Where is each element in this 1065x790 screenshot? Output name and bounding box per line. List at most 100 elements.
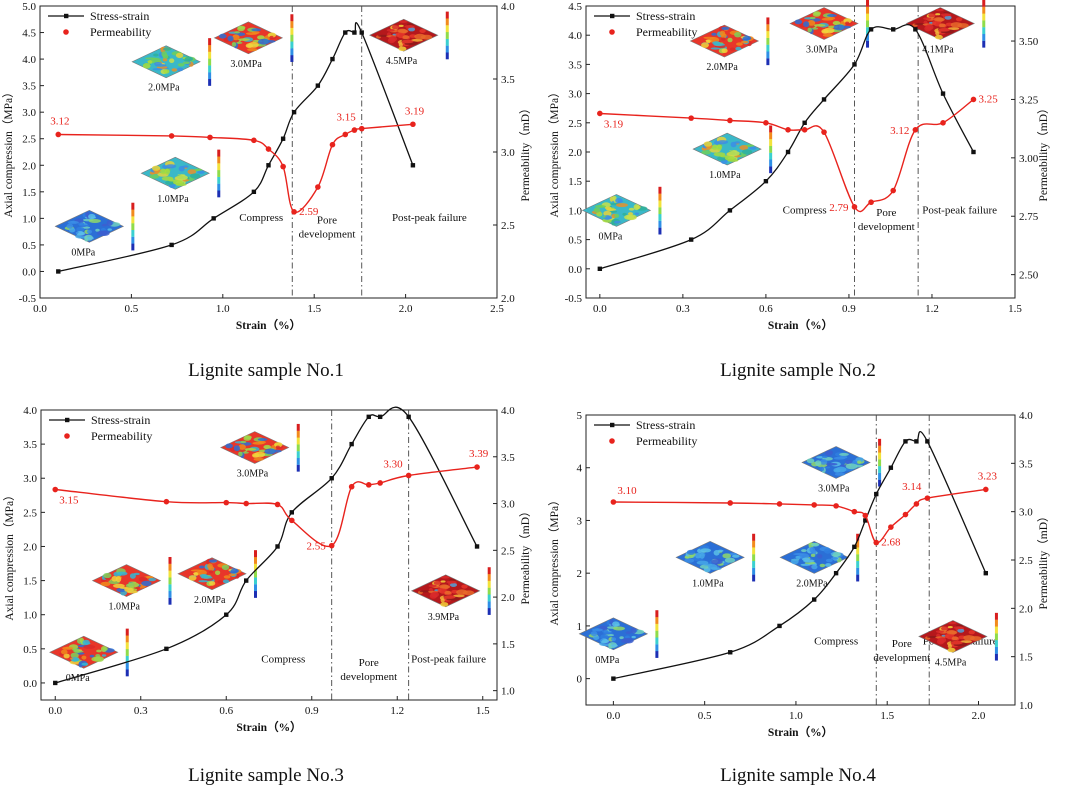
x-axis-label: Strain（%） (768, 725, 833, 739)
scan-texture-patch (624, 214, 635, 220)
scan-texture-patch (923, 17, 932, 20)
scan-texture-patch (711, 559, 723, 565)
scan-colorbar-segment (878, 472, 882, 480)
permeability-point (291, 209, 297, 215)
scan-colorbar-segment (125, 662, 129, 670)
pressure-scan-p2-2: 2.0MPa (689, 17, 770, 73)
scan-texture-patch (950, 640, 963, 645)
scan-texture-patch (231, 42, 237, 47)
scan-texture-patch (601, 639, 610, 643)
scan-texture-patch (173, 180, 183, 185)
pressure-scan-p2-0: 0MPa (581, 186, 662, 242)
scan-colorbar-segment (296, 451, 300, 459)
scan-texture-patch (221, 564, 230, 571)
scan-colorbar-segment (878, 459, 882, 467)
scan-texture-patch (440, 602, 449, 607)
scan-texture-patch (199, 574, 208, 578)
scan-texture-patch (444, 590, 452, 595)
stress-strain-point (251, 189, 257, 195)
stress-strain-point (925, 439, 930, 444)
scan-texture-patch (628, 207, 635, 211)
permeability-point (970, 96, 977, 103)
stress-strain-point (349, 441, 354, 447)
stress-strain-point (169, 242, 174, 248)
permeability-data-label: 3.25 (978, 93, 998, 105)
scan-colorbar-segment (131, 209, 135, 217)
scan-texture-patch (730, 141, 737, 148)
permeability-point (243, 500, 249, 507)
y-tick-label: 3.0 (22, 107, 36, 119)
scan-texture-patch (251, 28, 262, 32)
y-tick-label: 0.0 (23, 678, 37, 690)
y-tick-label: 2.5 (22, 134, 36, 146)
pressure-scan-p1-1: 1.0MPa (140, 149, 221, 205)
permeability-data-label: 3.10 (617, 485, 637, 497)
scan-colorbar-segment (994, 619, 998, 627)
scan-texture-patch (222, 579, 230, 584)
scan-texture-patch (834, 472, 846, 476)
scan-texture-patch (591, 628, 603, 632)
scan-texture-patch (845, 463, 858, 470)
y2-tick-label: 4.0 (1019, 410, 1033, 422)
y-tick-label: 1.0 (22, 213, 36, 225)
scan-texture-patch (182, 61, 190, 65)
legend-marker-permeability (63, 29, 69, 35)
legend-label-permeability: Permeability (636, 25, 697, 39)
phase-label: Compress (783, 204, 827, 216)
scan-colorbar-segment (290, 41, 294, 49)
y-tick-label: -0.5 (565, 293, 583, 305)
permeability-point (610, 499, 617, 505)
stress-strain-point (833, 570, 839, 576)
stress-strain-point (811, 597, 817, 602)
chart-panel-2: 0.0 0.3 0.6 0.9 1.2 1.5 -0.5 0.0 0.5 1.0 1.5 2.0 2.5… (548, 0, 1050, 332)
permeability-data-label: 3.12 (890, 125, 909, 137)
scan-texture-patch (728, 150, 740, 157)
scan-texture-patch (741, 149, 753, 155)
scan-texture-patch (593, 207, 601, 213)
scan-colorbar-segment (208, 38, 212, 46)
x-tick-label: 0.0 (593, 303, 607, 315)
scan-colorbar-segment (217, 190, 221, 198)
scan-colorbar-segment (856, 574, 860, 582)
scan-colorbar-segment (208, 72, 212, 80)
scan-colorbar-segment (655, 644, 659, 652)
scan-colorbar-segment (866, 13, 870, 21)
scan-texture-patch (724, 557, 736, 563)
permeability-data-label: 2.59 (299, 206, 319, 218)
scan-label: 2.0MPa (706, 62, 738, 73)
pressure-scan-p4-1: 1.0MPa (675, 533, 756, 589)
stress-strain-point (377, 414, 383, 420)
scan-colorbar-segment (658, 220, 662, 228)
x-tick-label: 0.0 (33, 303, 47, 315)
scan-texture-patch (274, 442, 283, 448)
scan-colorbar-segment (131, 202, 135, 210)
scan-texture-patch (812, 12, 821, 17)
scan-texture-patch (950, 22, 963, 28)
scan-texture-patch (215, 570, 221, 576)
scan-texture-patch (197, 170, 205, 174)
scan-texture-patch (169, 58, 175, 63)
y-tick-label: 3.0 (23, 473, 37, 485)
stress-strain-point (971, 149, 976, 155)
scan-colorbar-segment (290, 21, 294, 28)
phase-label: Post-peak failure (411, 653, 486, 665)
scan-texture-patch (237, 26, 245, 32)
stress-strain-point (763, 179, 769, 184)
scan-texture-patch (815, 460, 822, 466)
scan-texture-patch (160, 168, 167, 175)
y2-tick-label: 2.0 (501, 293, 515, 305)
scan-texture-patch (88, 213, 96, 220)
scan-texture-patch (951, 636, 959, 641)
scan-texture-patch (957, 628, 965, 633)
scan-texture-patch (395, 32, 400, 37)
scan-colorbar-segment (655, 617, 659, 624)
scan-texture-patch (634, 212, 639, 215)
scan-texture-patch (600, 634, 609, 640)
permeability-point (862, 512, 869, 519)
y2-tick-label: 1.5 (501, 639, 515, 651)
scan-texture-patch (208, 570, 214, 574)
scan-texture-patch (106, 220, 113, 227)
scan-texture-patch (843, 18, 852, 24)
scan-label: 0MPa (595, 655, 619, 666)
scan-colorbar-segment (766, 17, 770, 25)
